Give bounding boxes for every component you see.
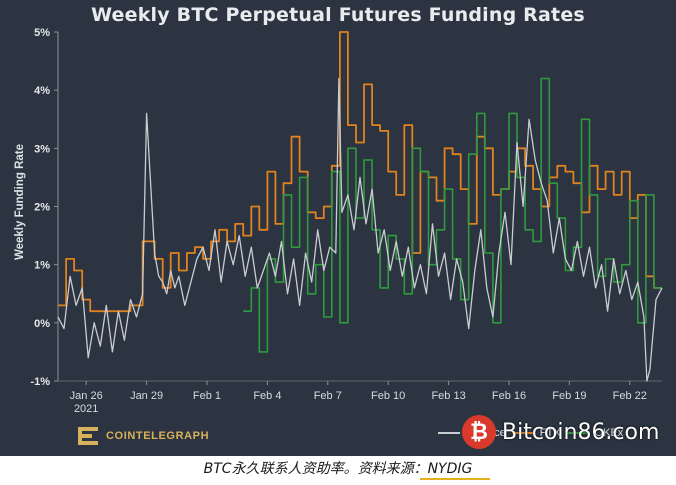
legend-swatch-okex (566, 432, 589, 434)
legend-swatch-binance (438, 432, 460, 434)
brand-name: COINTELEGRAPH (106, 430, 210, 442)
x-tick-label: Jan 26 (70, 390, 103, 402)
series-line-binance (57, 77, 663, 382)
y-tick-label: 5% (34, 27, 50, 39)
cointelegraph-logo-icon (78, 427, 98, 445)
series-line-ftx (58, 31, 662, 313)
chart-title: Weekly BTC Perpetual Futures Funding Rat… (91, 4, 585, 26)
figure-caption: BTC永久联系人资助率。资料来源：NYDIG (203, 461, 473, 477)
series-line-okex (243, 77, 662, 353)
y-tick-label: 0% (34, 318, 50, 330)
chart-figure: Weekly BTC Perpetual Futures Funding Rat… (0, 0, 676, 456)
x-tick-label: Jan 29 (130, 390, 163, 402)
legend-label-ftx: FTX (539, 427, 561, 439)
watermark-text: Bitcoin86.com (502, 419, 660, 445)
y-tick-label: 1% (34, 260, 50, 272)
legend-label-okex: OKEx (594, 427, 624, 439)
x-tick-label: Feb 13 (431, 390, 465, 402)
x-tick-label: Feb 16 (492, 390, 526, 402)
bitcoin-logo-icon: ₿ (462, 415, 496, 449)
caption-underline (420, 478, 490, 480)
y-tick-label: 3% (34, 143, 50, 155)
x-tick-label: Feb 19 (552, 390, 586, 402)
y-tick-label: 2% (34, 202, 50, 214)
x-tick-label: Feb 22 (613, 390, 647, 402)
x-tick-label: Feb 4 (253, 390, 281, 402)
x-tick-label: Feb 1 (193, 390, 221, 402)
watermark: ₿ Bitcoin86.com (462, 415, 659, 449)
brand-logo: COINTELEGRAPH (76, 424, 209, 448)
y-tick-label: 4% (34, 85, 50, 97)
x-tick-label: Feb 10 (371, 390, 405, 402)
legend-swatch-ftx (511, 432, 534, 434)
x-tick-label: Feb 7 (314, 390, 342, 402)
y-tick-label: -1% (30, 376, 50, 388)
x-tick-sublabel: 2021 (74, 403, 98, 415)
